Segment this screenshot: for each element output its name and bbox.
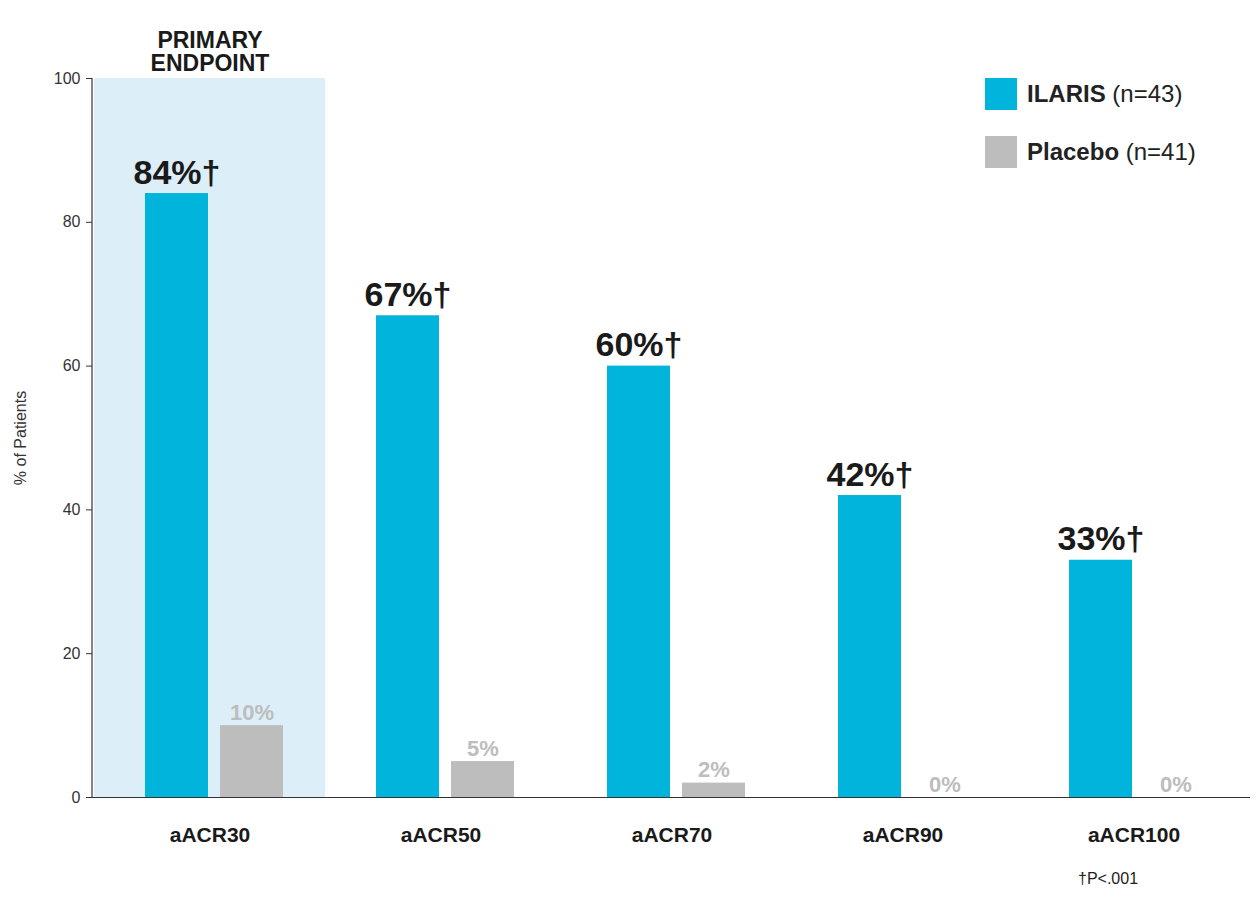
svg-text:aACR30: aACR30 xyxy=(170,823,251,846)
html-text:†P<.001: †P<.001 xyxy=(1078,870,1139,887)
svg-text:5%: 5% xyxy=(467,736,499,761)
svg-text:aACR90: aACR90 xyxy=(863,823,944,846)
svg-text:% of Patients: % of Patients xyxy=(12,391,29,485)
html-text:Placebo (n=41): Placebo (n=41) xyxy=(1027,138,1196,165)
svg-text:33%†: 33%† xyxy=(1058,519,1145,557)
svg-text:0: 0 xyxy=(72,789,81,806)
html-text:ILARIS (n=43): ILARIS (n=43) xyxy=(1027,80,1183,107)
svg-text:67%†: 67%† xyxy=(365,275,452,313)
svg-text:84%†: 84%† xyxy=(134,153,221,191)
svg-text:40: 40 xyxy=(63,501,81,518)
svg-text:42%†: 42%† xyxy=(827,455,914,493)
svg-text:60%†: 60%† xyxy=(596,325,683,363)
svg-text:2%: 2% xyxy=(698,757,730,782)
svg-text:80: 80 xyxy=(63,213,81,230)
svg-text:60: 60 xyxy=(63,357,81,374)
svg-text:0%: 0% xyxy=(929,772,961,797)
svg-text:100: 100 xyxy=(54,70,81,87)
svg-text:aACR70: aACR70 xyxy=(632,823,713,846)
svg-text:aACR50: aACR50 xyxy=(401,823,482,846)
svg-text:PRIMARYENDPOINT: PRIMARYENDPOINT xyxy=(151,27,270,76)
svg-text:20: 20 xyxy=(63,645,81,662)
svg-text:aACR100: aACR100 xyxy=(1088,823,1180,846)
svg-text:10%: 10% xyxy=(230,700,274,725)
svg-text:0%: 0% xyxy=(1160,772,1192,797)
